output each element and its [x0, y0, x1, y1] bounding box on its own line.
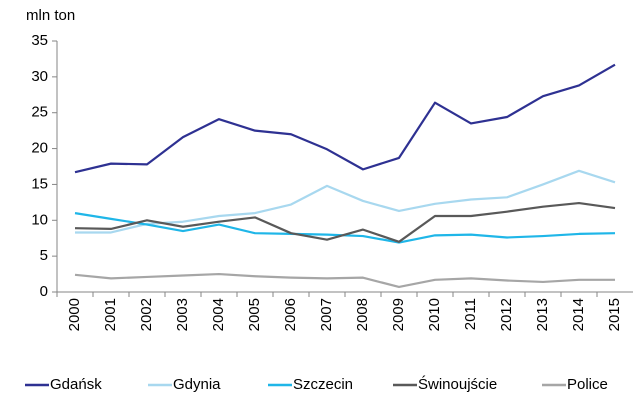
y-tick-label: 35	[31, 32, 48, 49]
legend-label: Świnoujście	[418, 375, 497, 393]
x-tick-label: 2001	[102, 298, 119, 331]
legend-label: Gdańsk	[50, 376, 102, 393]
y-tick-label: 15	[31, 175, 48, 192]
series-line	[75, 169, 616, 234]
y-axis-label: mln ton	[26, 7, 75, 24]
x-tick-label: 2003	[174, 298, 191, 331]
x-tick-label: 2002	[138, 298, 155, 331]
legend-label: Police	[567, 376, 608, 393]
legend-label: Szczecin	[293, 376, 353, 393]
x-tick-label: 2000	[66, 298, 83, 331]
y-tick-label: 20	[31, 140, 48, 157]
x-tick-label: 2015	[606, 298, 623, 331]
x-tick-label: 2013	[534, 298, 551, 331]
x-tick-label: 2004	[210, 298, 227, 331]
series-line	[74, 63, 616, 174]
series-line	[74, 272, 615, 289]
x-tick-label: 2014	[570, 298, 587, 331]
y-tick-label: 0	[40, 283, 48, 300]
x-tick-label: 2012	[498, 298, 515, 331]
y-tick-label: 25	[31, 104, 48, 121]
x-tick-label: 2009	[390, 298, 407, 331]
legend-label: Gdynia	[173, 376, 221, 393]
x-tick-label: 2011	[462, 298, 479, 330]
y-tick-label: 30	[31, 68, 48, 85]
x-tick-label: 2010	[426, 298, 443, 331]
y-tick-label: 10	[31, 211, 48, 228]
series-line	[74, 201, 616, 243]
x-tick-label: 2005	[246, 298, 263, 331]
series-line	[74, 212, 616, 244]
x-tick-label: 2008	[354, 298, 371, 331]
x-tick-label: 2006	[282, 298, 299, 331]
y-tick-label: 5	[40, 247, 48, 264]
x-tick-label: 2007	[318, 298, 335, 331]
